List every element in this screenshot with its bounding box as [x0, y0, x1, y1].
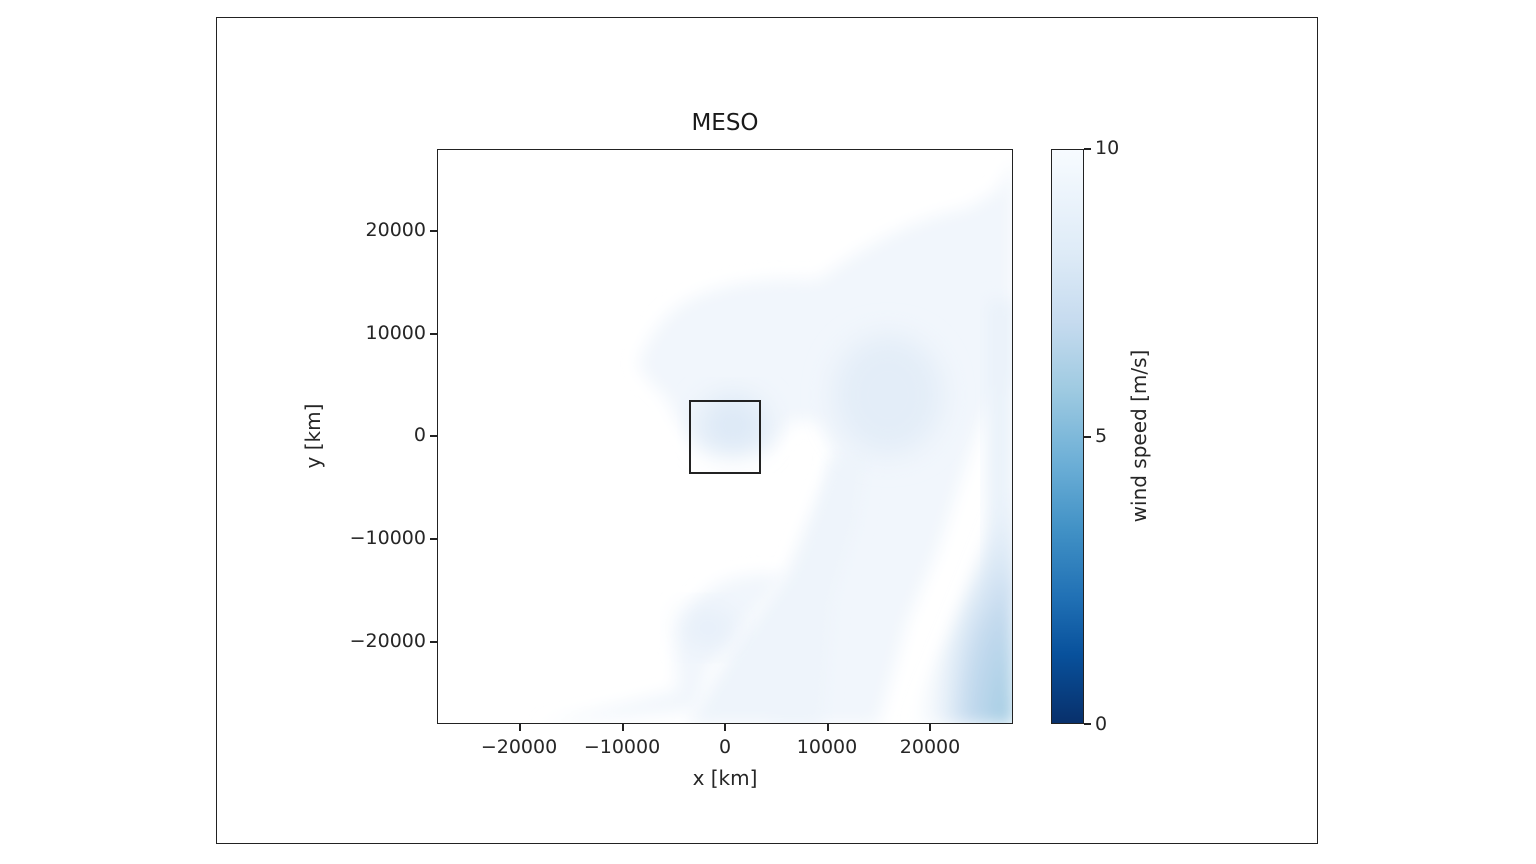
colorbar-tick-label: 0 — [1095, 713, 1108, 735]
y-tick — [430, 641, 437, 643]
x-axis-label: x [km] — [692, 766, 758, 790]
plot-area — [437, 149, 1013, 724]
colorbar-tick-label: 5 — [1095, 425, 1108, 447]
colorbar-tick — [1084, 436, 1091, 438]
x-tick — [929, 724, 931, 731]
y-tick — [430, 333, 437, 335]
colorbar — [1051, 149, 1084, 724]
y-tick-label: 20000 — [365, 219, 426, 241]
y-tick-label: −10000 — [349, 527, 426, 549]
x-tick — [827, 724, 829, 731]
x-tick — [724, 724, 726, 731]
x-tick-label: 10000 — [796, 736, 858, 758]
x-tick — [519, 724, 521, 731]
inner-domain-box — [689, 400, 761, 474]
colorbar-tick — [1084, 723, 1091, 725]
y-tick — [430, 435, 437, 437]
y-tick-label: 0 — [413, 424, 426, 446]
chart-title: MESO — [691, 110, 759, 136]
x-tick — [622, 724, 624, 731]
x-tick-label: −20000 — [480, 736, 558, 758]
colorbar-tick — [1084, 148, 1091, 150]
y-tick-label: 10000 — [365, 322, 426, 344]
colorbar-tick-label: 10 — [1095, 137, 1120, 159]
y-tick-label: −20000 — [349, 630, 426, 652]
colorbar-label: wind speed [m/s] — [1127, 349, 1151, 523]
x-tick-label: 0 — [718, 736, 732, 758]
y-tick — [430, 538, 437, 540]
x-tick-label: −10000 — [583, 736, 661, 758]
y-tick — [430, 230, 437, 232]
y-axis-label: y [km] — [301, 403, 325, 469]
wind-field-heatmap — [546, 163, 1012, 723]
x-tick-label: 20000 — [899, 736, 961, 758]
